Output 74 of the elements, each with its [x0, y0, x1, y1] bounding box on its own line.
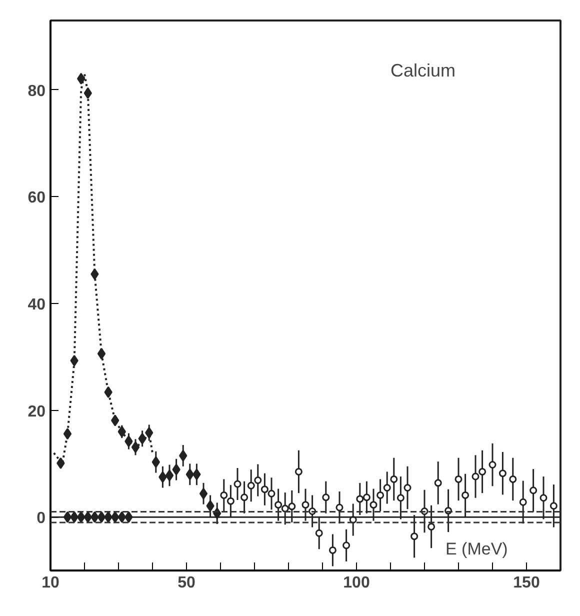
point — [376, 491, 384, 499]
point — [247, 482, 255, 490]
point — [328, 546, 336, 554]
point — [454, 475, 462, 483]
point — [240, 494, 248, 502]
point — [530, 486, 538, 494]
point — [90, 268, 99, 280]
point — [199, 488, 208, 500]
point — [260, 486, 268, 494]
point — [322, 494, 330, 502]
point — [274, 501, 282, 509]
point — [226, 497, 234, 505]
point — [138, 432, 146, 444]
point — [472, 472, 480, 480]
point — [288, 502, 296, 510]
point — [396, 494, 404, 502]
y-tick-label: 40 — [28, 296, 46, 314]
x-axis-title: E (MeV) — [446, 540, 508, 558]
point — [336, 504, 344, 512]
point — [434, 479, 442, 487]
point — [172, 464, 180, 476]
point — [206, 500, 214, 512]
point — [165, 470, 174, 482]
point — [302, 501, 310, 509]
point — [152, 456, 160, 468]
point — [97, 348, 106, 360]
point — [186, 468, 194, 480]
point — [294, 468, 302, 476]
point — [77, 72, 86, 84]
point — [383, 484, 391, 492]
point — [131, 441, 140, 453]
point — [356, 495, 364, 503]
point — [428, 522, 436, 530]
annotation: Calcium — [390, 60, 456, 80]
y-tick-label: 0 — [36, 510, 46, 528]
point — [462, 491, 470, 499]
x-tick-label: 100 — [343, 574, 370, 592]
point — [220, 491, 228, 499]
point — [234, 480, 242, 488]
x-tick-label: 50 — [178, 574, 196, 592]
y-tick-label: 20 — [28, 403, 46, 420]
point — [111, 414, 120, 426]
point — [550, 502, 558, 510]
point — [70, 354, 78, 366]
y-tick-label: 60 — [28, 190, 46, 207]
point — [315, 529, 323, 537]
point — [158, 471, 167, 483]
x-tick-label: 10 — [42, 574, 60, 592]
point — [56, 457, 65, 469]
point — [281, 504, 289, 512]
point — [145, 426, 154, 438]
point — [370, 501, 378, 509]
point — [63, 428, 72, 440]
point — [268, 490, 276, 498]
point — [498, 470, 506, 478]
y-tick-label: 80 — [28, 82, 46, 100]
point — [84, 87, 92, 99]
point — [179, 450, 188, 462]
point — [254, 476, 262, 484]
point — [362, 494, 370, 502]
point — [410, 532, 418, 540]
point — [509, 475, 517, 483]
point — [488, 461, 496, 469]
point — [404, 484, 412, 492]
point — [342, 542, 350, 550]
point — [540, 494, 548, 502]
point — [519, 498, 527, 506]
point — [478, 468, 486, 476]
point — [390, 475, 398, 483]
point — [124, 436, 133, 448]
point — [192, 468, 201, 480]
x-tick-label: 150 — [513, 574, 540, 592]
point — [104, 386, 112, 398]
point — [118, 426, 126, 438]
